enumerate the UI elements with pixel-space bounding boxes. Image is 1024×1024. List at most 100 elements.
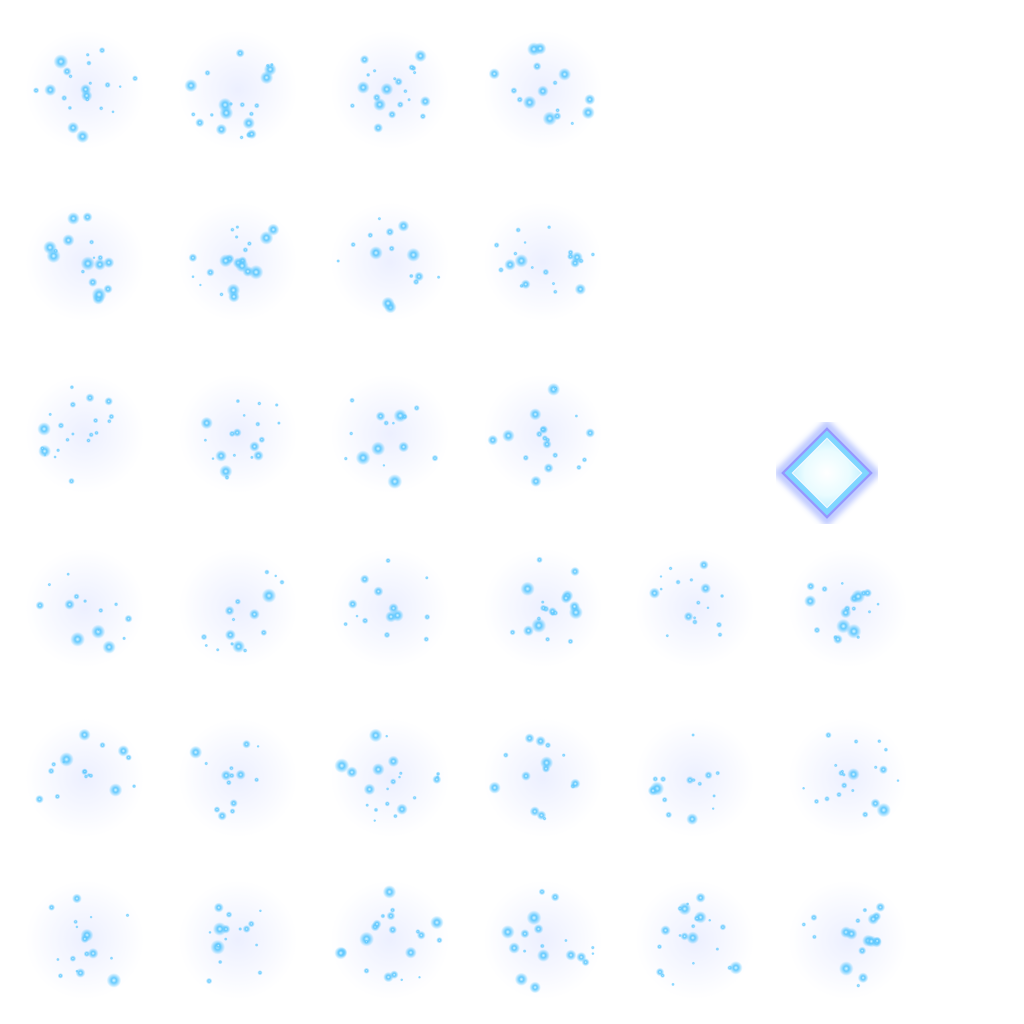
particle-dot xyxy=(72,893,82,904)
particle-dot xyxy=(873,765,878,770)
particle-frame xyxy=(163,187,313,337)
particle-dot xyxy=(414,49,427,63)
particle-dot xyxy=(383,631,391,639)
particle-dot xyxy=(223,937,228,941)
particle-dot xyxy=(385,610,397,623)
particle-dot xyxy=(719,923,727,931)
particle-dot xyxy=(92,256,96,260)
particle-dot xyxy=(102,640,116,654)
particle-dot xyxy=(88,81,93,86)
particle-cluster xyxy=(647,733,721,825)
particle-dot xyxy=(847,768,860,781)
particle-dot xyxy=(539,604,547,612)
particle-dot xyxy=(86,438,91,443)
particle-frame xyxy=(315,187,465,337)
particle-dot xyxy=(521,771,531,781)
particle-dot xyxy=(98,607,104,614)
particle-cluster xyxy=(35,572,133,654)
particle-dot xyxy=(552,80,558,86)
particle-cluster xyxy=(343,557,431,643)
particle-dot xyxy=(821,585,828,593)
particle-dot xyxy=(190,111,196,117)
particle-dot xyxy=(415,929,421,935)
particle-dot xyxy=(228,101,234,106)
particle-dot xyxy=(398,771,403,776)
particle-dot xyxy=(853,739,859,744)
particle-dot xyxy=(356,81,370,94)
particle-dot xyxy=(232,640,246,653)
particle-dot xyxy=(56,448,61,453)
particle-dot xyxy=(118,85,122,89)
particle-dot xyxy=(833,634,843,645)
particle-dot xyxy=(397,220,410,232)
particle-dot xyxy=(555,107,560,113)
particle-dot xyxy=(73,593,80,600)
particle-dot xyxy=(83,599,88,604)
particle-cluster xyxy=(205,902,263,985)
particle-dot xyxy=(365,803,370,808)
particle-dot xyxy=(346,766,358,778)
particle-dot xyxy=(39,445,45,451)
particle-frame xyxy=(315,15,465,165)
particle-dot xyxy=(393,813,398,819)
particle-dot xyxy=(235,225,240,230)
particle-dot xyxy=(538,888,546,896)
particle-dot xyxy=(64,599,75,610)
particle-dot xyxy=(88,432,94,438)
particle-dot xyxy=(385,734,389,738)
particle-frame xyxy=(10,15,160,165)
particle-dot xyxy=(567,638,574,645)
particle-dot xyxy=(228,430,236,438)
particle-dot xyxy=(206,268,215,277)
particle-dot xyxy=(413,404,420,412)
particle-dot xyxy=(804,595,817,608)
particle-dot xyxy=(647,785,659,796)
particle-dot xyxy=(204,69,211,76)
particle-dot xyxy=(347,599,358,609)
particle-dot xyxy=(359,931,374,947)
particle-cluster xyxy=(343,397,439,489)
particle-dot xyxy=(80,83,92,95)
particle-dot xyxy=(397,775,402,779)
particle-dot xyxy=(228,290,240,303)
particle-cluster xyxy=(334,728,442,823)
particle-dot xyxy=(436,275,441,280)
particle-dot xyxy=(540,600,545,604)
particle-dot xyxy=(655,967,665,977)
particle-dot xyxy=(274,403,279,407)
particle-dot xyxy=(691,733,695,737)
particle-dot xyxy=(876,602,880,606)
particle-dot xyxy=(104,81,111,89)
particle-dot xyxy=(253,450,264,461)
particle-frame xyxy=(315,865,465,1015)
particle-dot xyxy=(400,978,404,982)
particle-dot xyxy=(689,577,694,582)
particle-dot xyxy=(856,983,861,988)
particle-dot xyxy=(355,614,359,618)
particle-dot xyxy=(359,54,370,65)
frame-glow xyxy=(178,880,298,1000)
particle-dot xyxy=(388,110,397,119)
particle-dot xyxy=(543,463,554,474)
particle-dot xyxy=(584,94,596,105)
particle-dot xyxy=(277,421,281,425)
particle-dot xyxy=(570,566,580,577)
particle-dot xyxy=(224,605,235,616)
particle-cluster xyxy=(35,728,137,804)
particle-dot xyxy=(92,417,99,424)
particle-dot xyxy=(502,429,515,442)
particle-dot xyxy=(544,742,552,749)
particle-frame xyxy=(315,533,465,683)
particle-dot xyxy=(82,768,88,774)
particle-dot xyxy=(75,968,86,978)
particle-dot xyxy=(570,778,581,789)
particle-frame xyxy=(315,359,465,509)
particle-dot xyxy=(536,810,547,821)
particle-dot xyxy=(65,437,70,443)
particle-dot xyxy=(546,225,552,230)
particle-dot xyxy=(414,271,424,282)
particle-dot xyxy=(367,232,374,239)
particle-dot xyxy=(551,281,556,286)
particle-dot xyxy=(229,808,236,815)
particle-dot xyxy=(231,617,236,622)
